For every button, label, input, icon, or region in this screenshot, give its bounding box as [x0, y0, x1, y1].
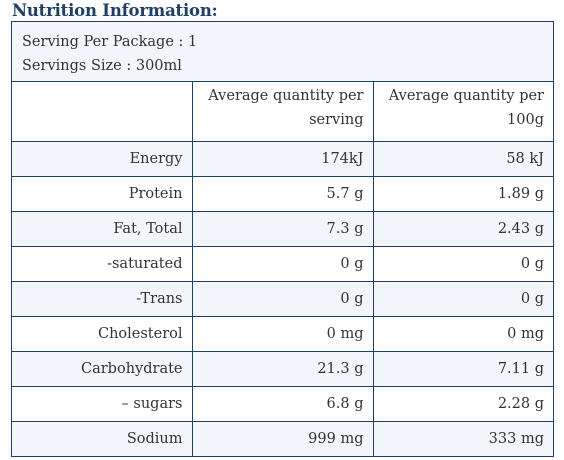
nutrition-heading: Nutrition Information: — [12, 1, 218, 20]
nutrient-name: Energy — [12, 141, 193, 177]
per-100g-value: 0 g — [372, 246, 553, 282]
per-serving-value: 7.3 g — [191, 211, 374, 247]
per-serving-value: 0 mg — [191, 316, 374, 352]
table-row: -Trans 0 g 0 g — [12, 281, 553, 317]
per-serving-value: 174kJ — [191, 141, 374, 177]
nutrient-name: Fat, Total — [12, 211, 193, 247]
nutrition-table: Average quantity per serving Average qua… — [12, 82, 553, 456]
nutrient-name: Carbohydrate — [12, 351, 193, 387]
per-serving-value: 5.7 g — [191, 176, 374, 212]
serving-per-package: Serving Per Package : 1 — [22, 34, 198, 50]
nutrient-name: -saturated — [12, 246, 193, 282]
table-row: Fat, Total 7.3 g 2.43 g — [12, 211, 553, 247]
nutrient-name: – sugars — [12, 386, 193, 422]
table-header-row: Average quantity per serving Average qua… — [12, 82, 553, 142]
header-per-serving: Average quantity per serving — [191, 82, 374, 142]
per-serving-value: 6.8 g — [191, 386, 374, 422]
table-row: Carbohydrate 21.3 g 7.11 g — [12, 351, 553, 387]
per-100g-value: 2.28 g — [372, 386, 553, 422]
table-row: Protein 5.7 g 1.89 g — [12, 176, 553, 212]
header-nutrient — [12, 82, 193, 142]
per-100g-value: 0 mg — [372, 316, 553, 352]
nutrient-name: Sodium — [12, 421, 193, 456]
per-100g-value: 0 g — [372, 281, 553, 317]
table-row: Energy 174kJ 58 kJ — [12, 141, 553, 177]
serving-size: Servings Size : 300ml — [22, 58, 182, 74]
header-per-100g: Average quantity per 100g — [372, 82, 553, 142]
nutrient-name: Cholesterol — [12, 316, 193, 352]
per-100g-value: 58 kJ — [372, 141, 553, 177]
per-100g-value: 7.11 g — [372, 351, 553, 387]
per-serving-value: 0 g — [191, 246, 374, 282]
table-row: Sodium 999 mg 333 mg — [12, 421, 553, 456]
per-100g-value: 2.43 g — [372, 211, 553, 247]
table-row: -saturated 0 g 0 g — [12, 246, 553, 282]
per-100g-value: 333 mg — [372, 421, 553, 456]
table-row: Cholesterol 0 mg 0 mg — [12, 316, 553, 352]
per-serving-value: 21.3 g — [191, 351, 374, 387]
per-serving-value: 0 g — [191, 281, 374, 317]
table-row: – sugars 6.8 g 2.28 g — [12, 386, 553, 422]
per-100g-value: 1.89 g — [372, 176, 553, 212]
nutrient-name: -Trans — [12, 281, 193, 317]
per-serving-value: 999 mg — [191, 421, 374, 456]
nutrient-name: Protein — [12, 176, 193, 212]
nutrition-panel: Serving Per Package : 1 Servings Size : … — [11, 21, 554, 457]
serving-info: Serving Per Package : 1 Servings Size : … — [12, 22, 553, 82]
